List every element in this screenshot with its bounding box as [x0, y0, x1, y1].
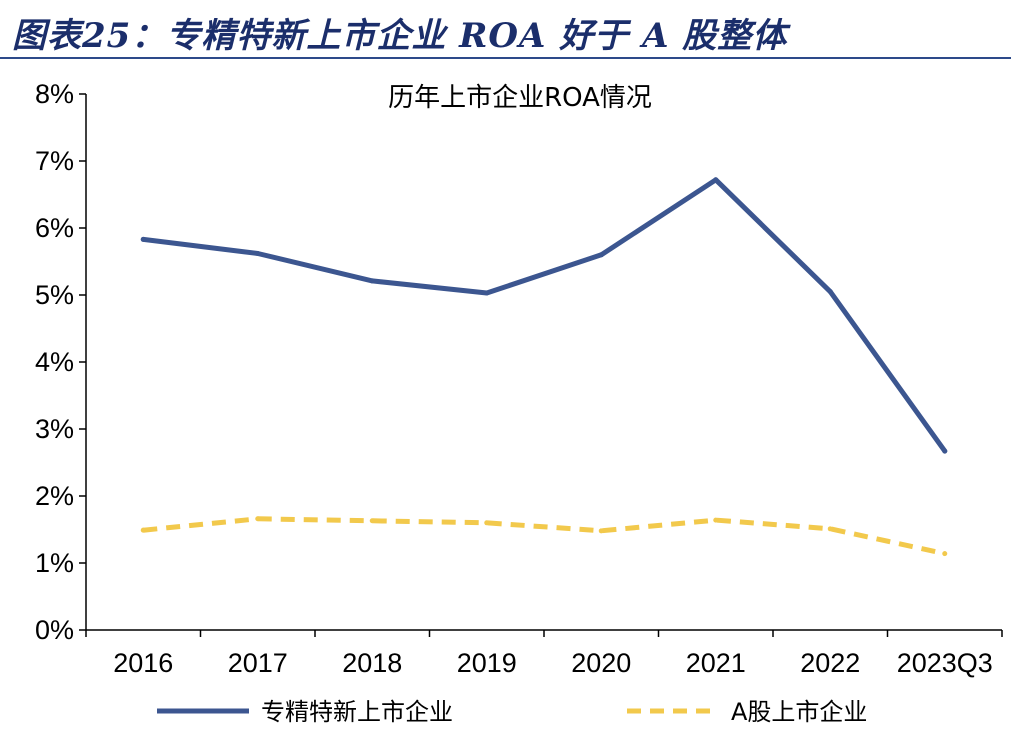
y-tick-label: 2% [35, 481, 74, 511]
y-tick-label: 5% [35, 280, 74, 310]
x-tick-label: 2021 [686, 648, 746, 678]
series-2-point [598, 528, 604, 534]
y-tick-label: 6% [35, 213, 74, 243]
series-2-point [369, 518, 375, 524]
series-1-point [140, 236, 146, 242]
series-line-2 [143, 516, 946, 557]
legend: 专精特新上市企业 A股上市企业 [157, 698, 867, 726]
series-layer [140, 177, 948, 557]
series-1-point [484, 290, 490, 296]
title-divider [0, 57, 1011, 59]
x-tick-label: 2016 [113, 648, 173, 678]
y-tick-label: 8% [35, 79, 74, 109]
axes: 0% 1% 2% 3% 4% 5% 6% 7% 8% 2016 2017 2018 2019 2020 20… [35, 79, 1003, 678]
chart-title: 历年上市企业ROA情况 [388, 83, 652, 113]
x-tick-label: 2020 [571, 648, 631, 678]
figure-title: 图表25：专精特新上市企业 ROA 好于 A 股整体 [12, 16, 788, 56]
series-2-point [255, 516, 261, 522]
series-2-point [827, 526, 833, 532]
y-tick-label: 7% [35, 146, 74, 176]
series-1-point [598, 252, 604, 258]
series-1-point [369, 278, 375, 284]
series-2-point [942, 551, 948, 557]
series-1-point [827, 289, 833, 295]
y-tick-label: 0% [35, 615, 74, 645]
series-2-point [484, 520, 490, 526]
series-1-point [255, 250, 261, 256]
series-line-1 [140, 177, 948, 454]
x-tick-label: 2017 [228, 648, 288, 678]
x-tick-label: 2023Q3 [897, 648, 993, 678]
legend-label-1: 专精特新上市企业 [261, 698, 453, 726]
y-tick-label: 1% [35, 548, 74, 578]
y-tick-label: 3% [35, 414, 74, 444]
x-tick-label: 2019 [457, 648, 517, 678]
series-2-point [140, 527, 146, 533]
series-1-point [942, 448, 948, 454]
x-tick-label: 2022 [800, 648, 860, 678]
series-1-point [713, 177, 719, 183]
legend-label-2: A股上市企业 [731, 698, 867, 726]
y-tick-label: 4% [35, 347, 74, 377]
series-2-point [713, 517, 719, 523]
x-tick-label: 2018 [342, 648, 402, 678]
